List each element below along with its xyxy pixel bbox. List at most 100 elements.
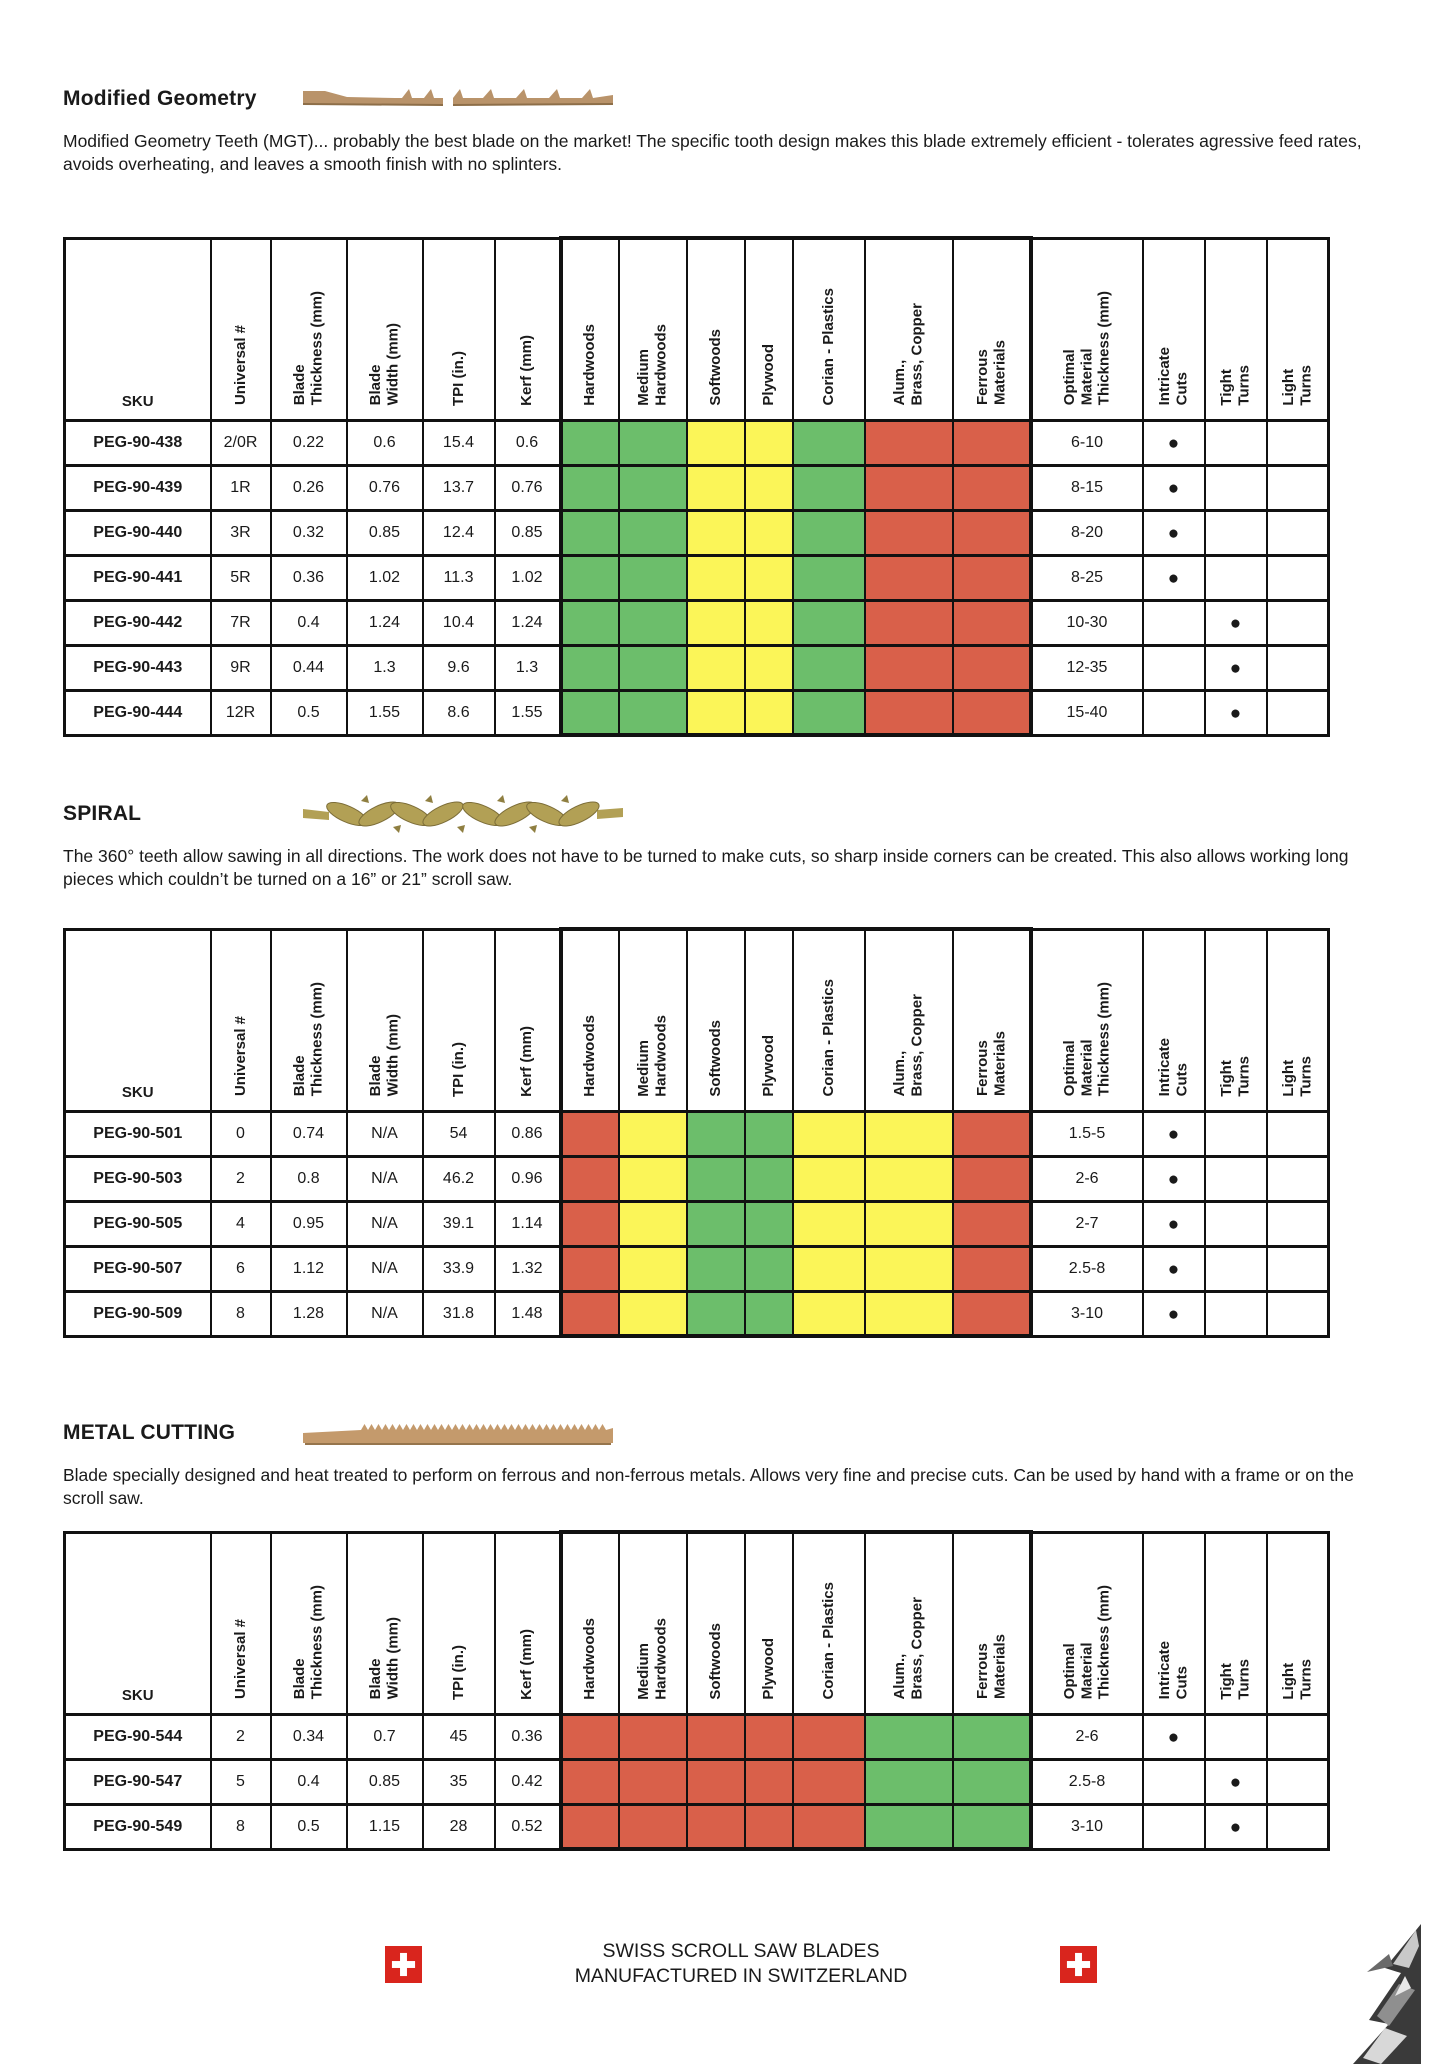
section-intro: The 360° teeth allow sawing in all direc… [63, 846, 1349, 889]
mgt-blade-image [303, 89, 613, 106]
table-row: PEG-90-544 2 0.34 0.7 45 0.36 2-6 ● [63, 1712, 1330, 1761]
blade-thickness-cell: 0.95 [269, 1199, 348, 1248]
material-suitability-cell-plywood [743, 1757, 794, 1806]
tpi-cell: 46.2 [421, 1154, 496, 1203]
column-header-kerf: Kerf (mm) [493, 236, 562, 422]
sku-cell: PEG-90-501 [63, 1109, 212, 1158]
column-header-ferrous-materials: Ferrous Materials [951, 927, 1033, 1113]
column-header-blade-width: Blade Width (mm) [345, 927, 424, 1113]
section-header: SPIRAL [63, 795, 1393, 833]
table-row: PEG-90-439 1R 0.26 0.76 13.7 0.76 8-15 ● [63, 463, 1330, 512]
intricate-cuts-cell: ● [1141, 463, 1206, 512]
light-turns-cell [1265, 1289, 1330, 1338]
intricate-cuts-cell: ● [1141, 1244, 1206, 1293]
tight-turns-cell [1203, 1199, 1268, 1248]
column-header-hardwoods: Hardwoods [558, 1530, 620, 1716]
blade-width-cell: N/A [345, 1199, 424, 1248]
column-header-corian-plastics: Corian - Plastics [791, 236, 866, 422]
table-row: PEG-90-440 3R 0.32 0.85 12.4 0.85 8-20 ● [63, 508, 1330, 557]
material-suitability-cell-medium-hardwoods [617, 1199, 688, 1248]
section-title-spiral: SPIRAL [63, 802, 142, 825]
intricate-cuts-cell: ● [1141, 1154, 1206, 1203]
tpi-cell: 12.4 [421, 508, 496, 557]
table-row: PEG-90-441 5R 0.36 1.02 11.3 1.02 8-25 ● [63, 553, 1330, 602]
column-header-softwoods: Softwoods [685, 1530, 746, 1716]
section-modified-geometry: Modified Geometry Modified Geometry Teet… [63, 84, 1393, 737]
material-suitability-cell-plywood [743, 1244, 794, 1293]
material-suitability-cell-ferrous-materials [951, 643, 1033, 692]
tpi-cell: 39.1 [421, 1199, 496, 1248]
material-suitability-cell-alum-brass-copper [863, 463, 954, 512]
material-suitability-cell-plywood [743, 643, 794, 692]
column-header-softwoods: Softwoods [685, 236, 746, 422]
material-suitability-cell-hardwoods [558, 1757, 620, 1806]
light-turns-cell [1265, 643, 1330, 692]
dot-indicator: ● [1229, 612, 1242, 634]
dot-indicator: ● [1229, 1771, 1242, 1793]
tight-turns-cell: ● [1203, 598, 1268, 647]
material-suitability-cell-ferrous-materials [951, 1757, 1033, 1806]
tight-turns-cell: ● [1203, 643, 1268, 692]
material-suitability-cell-hardwoods [558, 1289, 620, 1338]
optimal-thickness-cell: 2-7 [1029, 1199, 1144, 1248]
universal-number-cell: 2/0R [209, 418, 272, 467]
material-suitability-cell-softwoods [685, 1109, 746, 1158]
optimal-thickness-cell: 15-40 [1029, 688, 1144, 737]
footer-line-1: SWISS SCROLL SAW BLADES [602, 1940, 880, 1962]
blade-width-cell: 1.3 [345, 643, 424, 692]
tpi-cell: 8.6 [421, 688, 496, 737]
column-header-hardwoods: Hardwoods [558, 927, 620, 1113]
blade-thickness-cell: 0.44 [269, 643, 348, 692]
blade-width-cell: 0.85 [345, 508, 424, 557]
material-suitability-cell-corian-plastics [791, 1757, 866, 1806]
material-suitability-cell-plywood [743, 1802, 794, 1851]
material-suitability-cell-medium-hardwoods [617, 553, 688, 602]
tpi-cell: 31.8 [421, 1289, 496, 1338]
material-suitability-cell-plywood [743, 508, 794, 557]
optimal-thickness-cell: 6-10 [1029, 418, 1144, 467]
sku-cell: PEG-90-505 [63, 1199, 212, 1248]
mgt-table: SKU Universal # Blade Thickness (mm) Blade … [63, 236, 1330, 737]
optimal-thickness-cell: 3-10 [1029, 1802, 1144, 1851]
material-suitability-cell-plywood [743, 1199, 794, 1248]
column-header-ferrous-materials: Ferrous Materials [951, 236, 1033, 422]
column-header-ferrous-materials: Ferrous Materials [951, 1530, 1033, 1716]
material-suitability-cell-hardwoods [558, 418, 620, 467]
intricate-cuts-cell [1141, 1757, 1206, 1806]
table-row: PEG-90-443 9R 0.44 1.3 9.6 1.3 12-35 ● [63, 643, 1330, 692]
material-suitability-cell-plywood [743, 1109, 794, 1158]
tight-turns-cell [1203, 1244, 1268, 1293]
optimal-thickness-cell: 2-6 [1029, 1154, 1144, 1203]
column-header-hardwoods: Hardwoods [558, 236, 620, 422]
material-suitability-cell-alum-brass-copper [863, 1244, 954, 1293]
material-suitability-cell-corian-plastics [791, 553, 866, 602]
kerf-cell: 1.3 [493, 643, 562, 692]
tight-turns-cell [1203, 553, 1268, 602]
material-suitability-cell-softwoods [685, 1289, 746, 1338]
table-row: PEG-90-442 7R 0.4 1.24 10.4 1.24 10-30 ● [63, 598, 1330, 647]
material-suitability-cell-corian-plastics [791, 1199, 866, 1248]
material-suitability-cell-corian-plastics [791, 1712, 866, 1761]
kerf-cell: 1.55 [493, 688, 562, 737]
section-metal-cutting: METAL CUTTING Blade specially designed a… [63, 1418, 1393, 1851]
material-suitability-cell-softwoods [685, 643, 746, 692]
column-header-alum-brass-copper: Alum., Brass, Copper [863, 927, 954, 1113]
tight-turns-cell [1203, 508, 1268, 557]
material-suitability-cell-plywood [743, 1154, 794, 1203]
kerf-cell: 0.42 [493, 1757, 562, 1806]
material-suitability-cell-plywood [743, 598, 794, 647]
blade-thickness-cell: 0.4 [269, 1757, 348, 1806]
sku-cell: PEG-90-549 [63, 1802, 212, 1851]
material-suitability-cell-alum-brass-copper [863, 598, 954, 647]
material-suitability-cell-hardwoods [558, 598, 620, 647]
universal-number-cell: 0 [209, 1109, 272, 1158]
material-suitability-cell-ferrous-materials [951, 1109, 1033, 1158]
pegasus-logo-image [1353, 1924, 1421, 2064]
material-suitability-cell-corian-plastics [791, 418, 866, 467]
column-header-blade-width: Blade Width (mm) [345, 1530, 424, 1716]
sku-cell: PEG-90-440 [63, 508, 212, 557]
intricate-cuts-cell [1141, 1802, 1206, 1851]
dot-indicator: ● [1167, 1168, 1180, 1190]
kerf-cell: 0.76 [493, 463, 562, 512]
material-suitability-cell-hardwoods [558, 1244, 620, 1293]
